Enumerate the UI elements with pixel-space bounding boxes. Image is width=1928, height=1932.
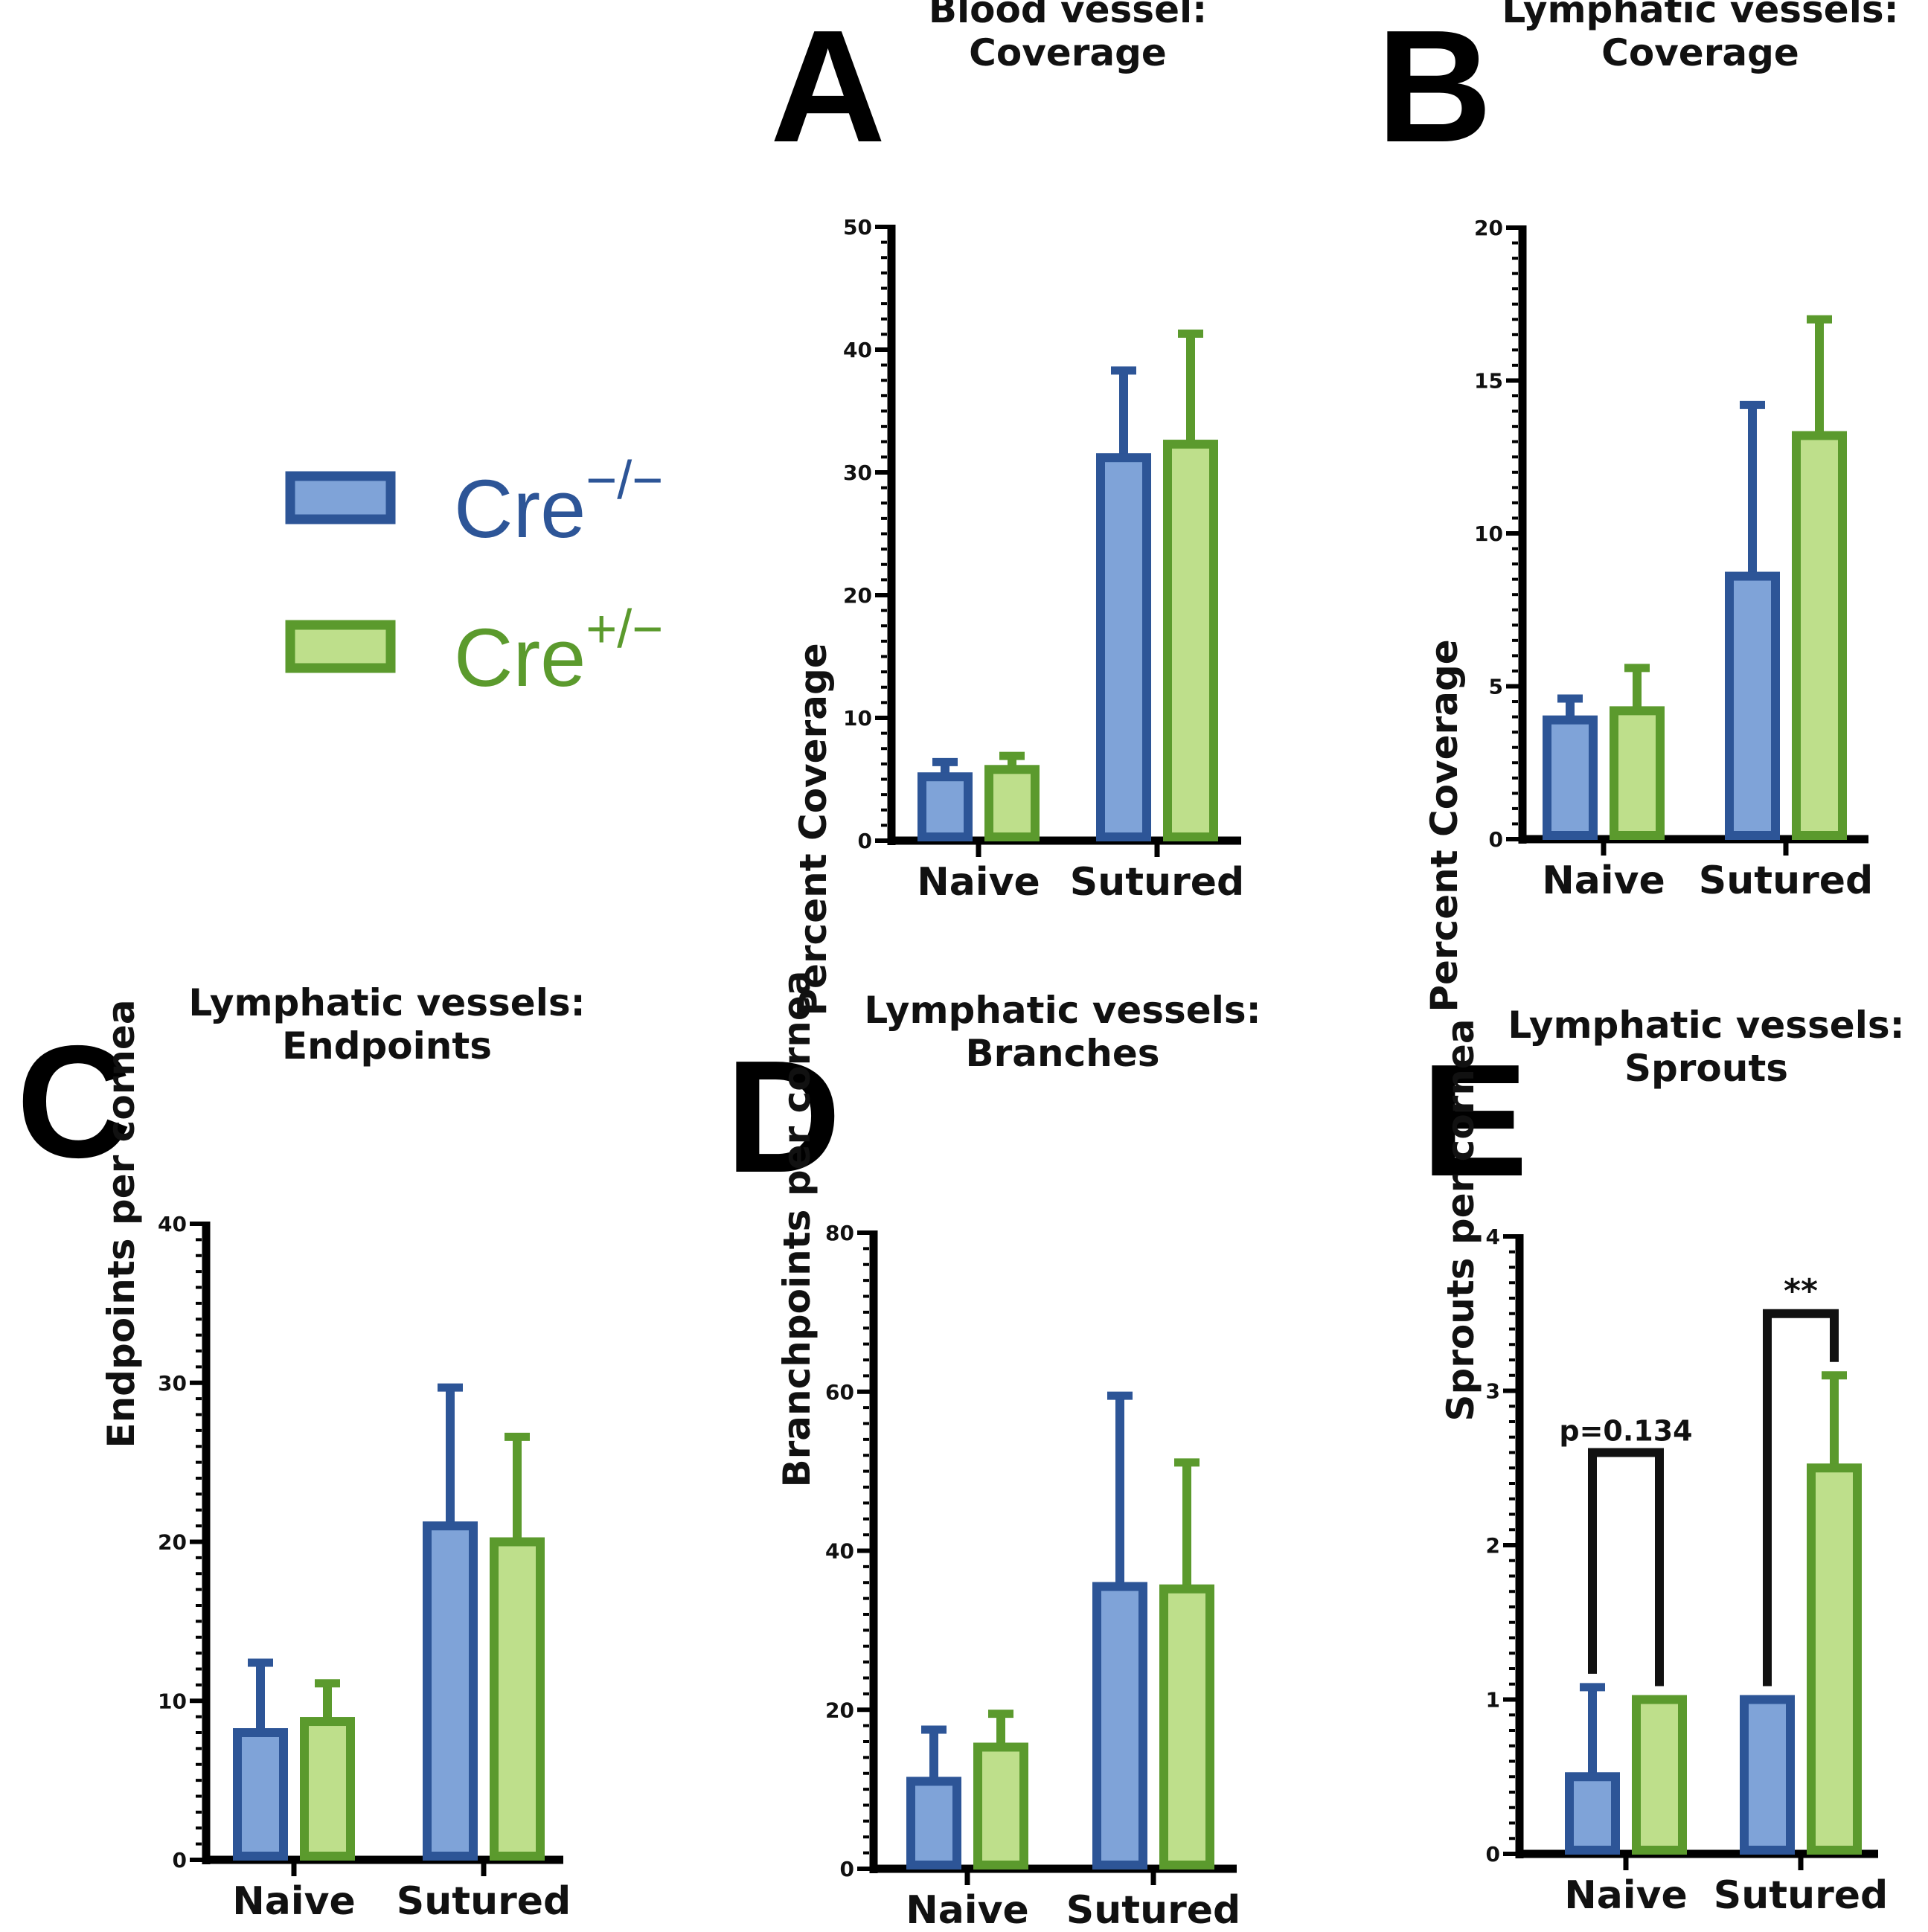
y-tick-label: 10: [1474, 521, 1503, 546]
panel-b: B Lymphatic vessels:Coverage Percent Cover…: [1377, 0, 1899, 1012]
legend-label-cre-pos: Cre+/−: [454, 600, 663, 704]
chart-title-line-2: Endpoints: [282, 1024, 492, 1068]
y-tick-label: 3: [1486, 1379, 1500, 1404]
y-tick-label: 2: [1486, 1533, 1500, 1558]
panel-letter-a: A: [770, 0, 885, 176]
bar-sutured-series-2: [1792, 431, 1847, 840]
bar-sutured-series-1: [1740, 1695, 1795, 1855]
y-tick-label: 40: [843, 338, 872, 362]
x-tick-label-naive: Naive: [906, 1888, 1029, 1932]
y-axis-label: Endpoints per cornea: [100, 999, 143, 1448]
legend-swatch-cre-neg: [285, 471, 396, 524]
y-tick-label: 20: [158, 1530, 187, 1555]
y-axis-label: Percent Coverage: [1423, 639, 1466, 1012]
legend-base-cre-pos: Cre: [454, 612, 586, 704]
panel-letter-c: C: [16, 1012, 132, 1191]
y-tick-label: 50: [843, 215, 872, 240]
bar-naive-series-2: [1632, 1695, 1687, 1855]
legend-label-cre-neg: Cre−/−: [454, 451, 663, 555]
bar-naive-series-1: [233, 1728, 288, 1861]
y-tick-label: 40: [825, 1539, 854, 1564]
chart-title-line-2: Branches: [965, 1032, 1159, 1075]
bar-naive-series-1: [1543, 715, 1598, 841]
chart-title-line-1: Lymphatic vessels:: [188, 981, 585, 1024]
bar-naive-series-1: [1565, 1772, 1620, 1855]
legend-sup-cre-pos: +/−: [586, 600, 663, 659]
y-tick-label: 1: [1486, 1688, 1500, 1713]
bar-sutured-series-1: [1096, 453, 1151, 841]
legend-swatch-cre-pos: [285, 620, 396, 673]
x-tick-label-naive: Naive: [1564, 1873, 1688, 1918]
chart-title-line-2: Coverage: [969, 31, 1167, 74]
y-tick-label: 4: [1486, 1225, 1500, 1249]
y-axis-label: Percent Coverage: [792, 643, 835, 1015]
y-tick-label: 20: [825, 1698, 854, 1722]
bar-sutured-series-1: [1092, 1582, 1147, 1870]
x-tick-label-naive: Naive: [1542, 859, 1665, 903]
significance-bracket: [1588, 1448, 1664, 1687]
bar-sutured-series-2: [490, 1537, 545, 1861]
chart-title-line-1: Lymphatic vessels:: [1502, 0, 1898, 31]
bar-sutured-series-1: [423, 1521, 478, 1861]
bar-naive-series-2: [973, 1742, 1028, 1870]
y-tick-label: 20: [843, 583, 872, 608]
y-tick-label: 15: [1474, 369, 1503, 394]
y-tick-label: 0: [1489, 827, 1503, 852]
x-tick-label-sutured: Sutured: [397, 1879, 571, 1924]
x-tick-label-sutured: Sutured: [1066, 1888, 1240, 1932]
bar-naive-series-1: [906, 1777, 961, 1870]
x-tick-label-sutured: Sutured: [1714, 1873, 1888, 1918]
y-axis-label: Sprouts per cornea: [1439, 1018, 1482, 1421]
significance-label: **: [1784, 1272, 1818, 1310]
panel-c: C Lymphatic vessels:Endpoints Endpoints pe…: [16, 981, 586, 1924]
bar-naive-series-2: [984, 765, 1040, 842]
bar-sutured-series-1: [1725, 571, 1780, 840]
significance-bracket: [1763, 1309, 1839, 1687]
panel-letter-d: D: [726, 1027, 841, 1206]
y-tick-label: 5: [1489, 675, 1503, 699]
bar-naive-series-1: [917, 772, 973, 841]
legend-base-cre-neg: Cre: [454, 463, 586, 555]
chart-title-line-1: Lymphatic vessels:: [864, 989, 1261, 1032]
y-tick-label: 10: [158, 1689, 187, 1713]
y-tick-label: 30: [158, 1371, 187, 1396]
y-tick-label: 0: [1486, 1842, 1500, 1867]
y-tick-label: 30: [843, 460, 872, 485]
y-tick-label: 60: [825, 1380, 854, 1405]
panel-d: D Lymphatic vessels:Branches Branchpoints …: [726, 971, 1261, 1932]
panel-letter-b: B: [1377, 0, 1492, 176]
y-tick-label: 0: [840, 1857, 854, 1881]
chart-title-line-1: Lymphatic vessels:: [1508, 1004, 1904, 1047]
y-axis-label: Branchpoints per cornea: [775, 971, 819, 1488]
bar-sutured-series-2: [1159, 1584, 1214, 1870]
legend-sup-cre-neg: −/−: [586, 451, 663, 510]
significance-label: p=0.134: [1559, 1415, 1692, 1448]
legend: Cre−/− Cre+/−: [285, 451, 663, 704]
x-tick-label-naive: Naive: [917, 860, 1040, 905]
x-tick-label-naive: Naive: [232, 1879, 356, 1924]
y-tick-label: 0: [173, 1848, 187, 1872]
panel-a: A Blood vessel:Coverage Percent Coverage 0 1…: [770, 0, 1244, 1016]
y-tick-label: 0: [858, 829, 872, 853]
y-tick-label: 10: [843, 706, 872, 731]
bar-sutured-series-2: [1807, 1463, 1862, 1855]
bar-naive-series-2: [1610, 706, 1665, 840]
bar-sutured-series-2: [1163, 440, 1218, 841]
bar-naive-series-2: [300, 1717, 355, 1861]
x-tick-label-sutured: Sutured: [1070, 860, 1244, 905]
chart-title-line-2: Coverage: [1601, 31, 1799, 74]
y-tick-label: 20: [1474, 216, 1503, 240]
x-tick-label-sutured: Sutured: [1699, 859, 1873, 903]
chart-title-line-2: Sprouts: [1624, 1047, 1788, 1090]
panel-letter-e: E: [1421, 1030, 1528, 1210]
y-tick-label: 80: [825, 1221, 854, 1245]
chart-title-line-1: Blood vessel:: [929, 0, 1207, 31]
y-tick-label: 40: [158, 1212, 187, 1236]
